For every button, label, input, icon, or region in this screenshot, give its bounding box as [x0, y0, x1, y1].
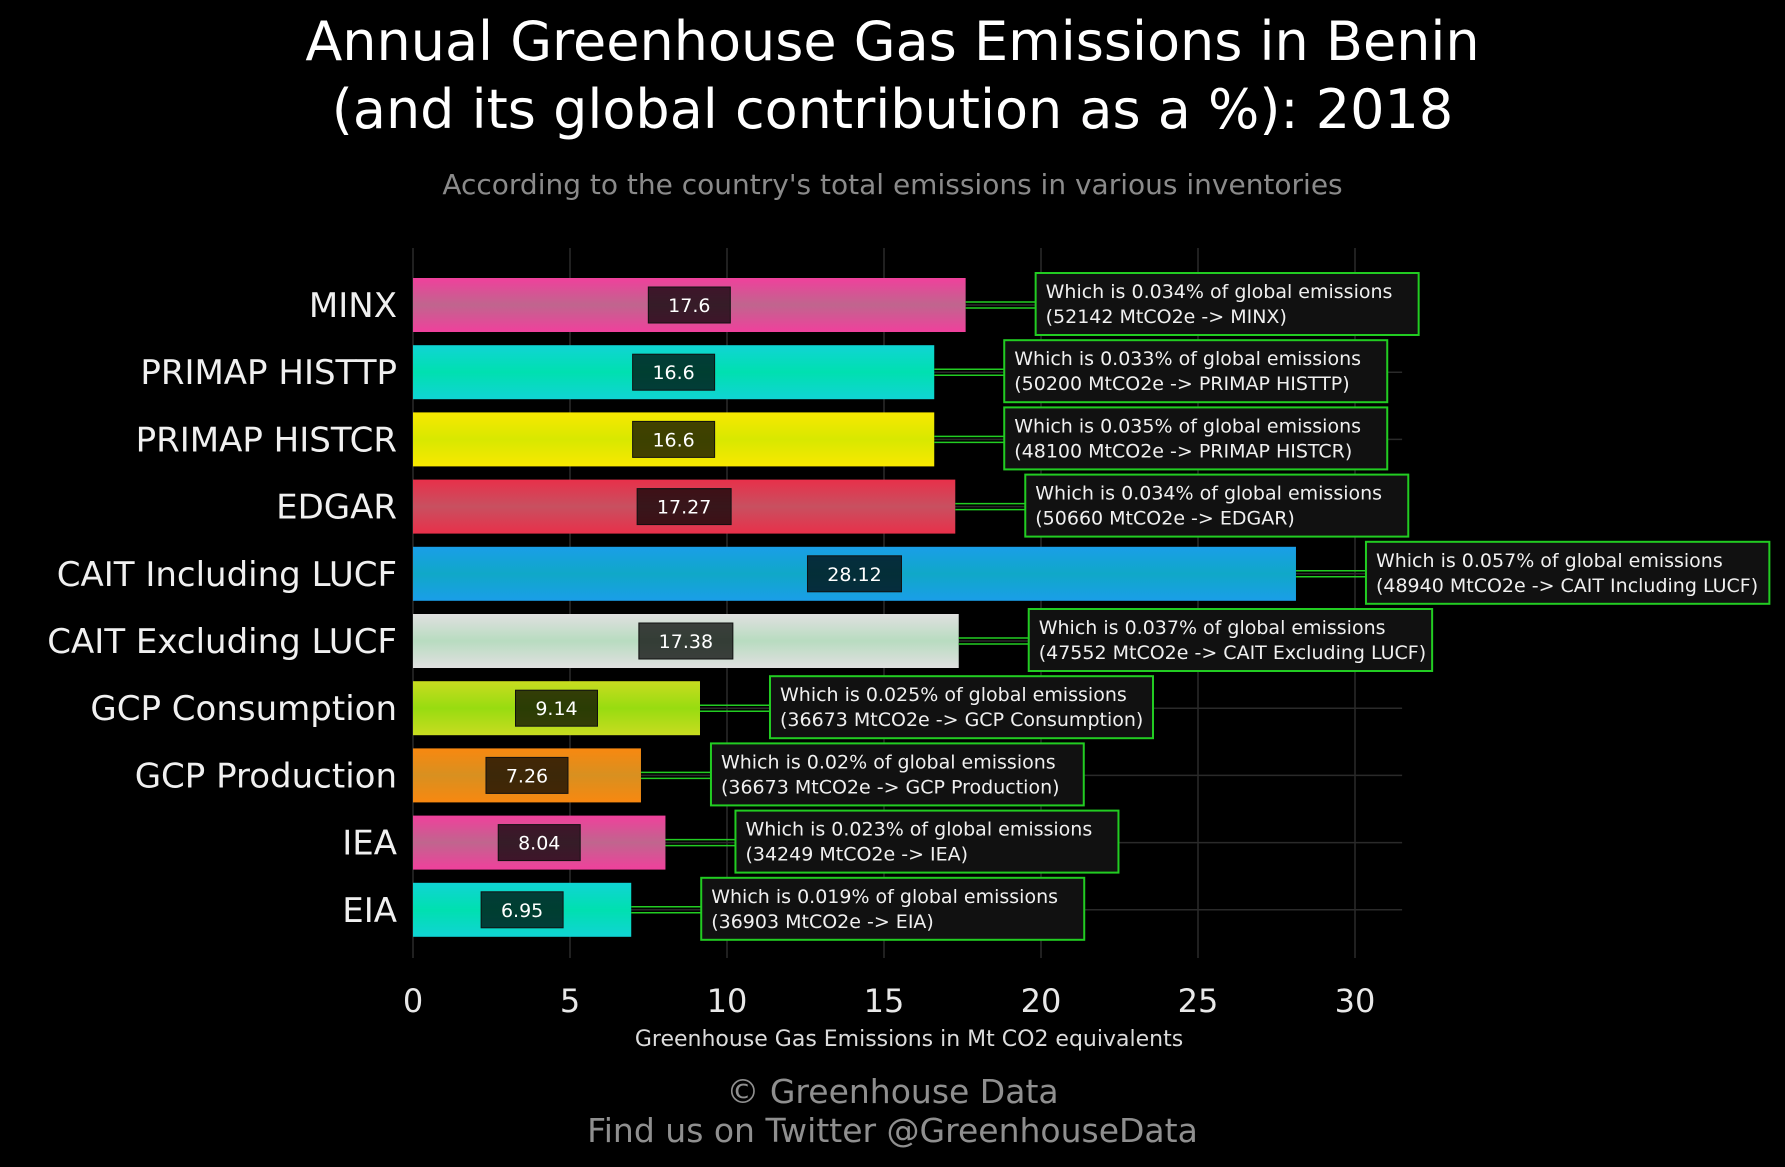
value-label: 7.26 [506, 765, 548, 787]
annotation-line2: (36903 MtCO2e -> EIA) [711, 911, 934, 933]
category-label: PRIMAP HISTTP [140, 353, 397, 393]
category-label: MINX [309, 286, 397, 326]
chart-title-line1: Annual Greenhouse Gas Emissions in Benin [305, 10, 1480, 73]
category-label: IEA [342, 824, 397, 864]
annotation-line1: Which is 0.034% of global emissions [1046, 281, 1393, 303]
x-tick-label: 0 [403, 982, 423, 1020]
annotation-box [1024, 473, 1410, 538]
chart-title-line2: (and its global contribution as a %): 20… [331, 78, 1454, 141]
footer-copyright: © Greenhouse Data [726, 1072, 1059, 1111]
value-label-box [632, 353, 716, 391]
value-label: 17.38 [659, 631, 713, 653]
annotation-line2: (52142 MtCO2e -> MINX) [1046, 306, 1287, 328]
value-label-box [480, 891, 564, 929]
annotation-box [709, 742, 1085, 807]
value-label: 17.27 [657, 497, 711, 519]
footer-twitter: Find us on Twitter @GreenhouseData [587, 1111, 1198, 1150]
annotation-box [768, 675, 1154, 740]
annotation-line1: Which is 0.033% of global emissions [1014, 348, 1361, 370]
annotation-line2: (48940 MtCO2e -> CAIT Including LUCF) [1376, 575, 1758, 597]
annotation-line2: (36673 MtCO2e -> GCP Production) [721, 776, 1060, 798]
annotation-line1: Which is 0.057% of global emissions [1376, 550, 1723, 572]
value-label: 16.6 [652, 429, 694, 451]
annotation-box [1003, 339, 1389, 404]
annotation-line1: Which is 0.025% of global emissions [780, 684, 1127, 706]
annotation-box [734, 809, 1120, 874]
x-tick-label: 10 [707, 982, 748, 1020]
annotation-line2: (48100 MtCO2e -> PRIMAP HISTCR) [1014, 440, 1352, 462]
x-tick-label: 30 [1335, 982, 1376, 1020]
value-label-box [514, 689, 598, 727]
annotation-box [1364, 540, 1771, 605]
value-label: 9.14 [535, 698, 577, 720]
value-label-box [497, 824, 581, 862]
category-label: EDGAR [276, 488, 397, 528]
annotation-line1: Which is 0.035% of global emissions [1014, 415, 1361, 437]
value-label-box [636, 488, 732, 526]
annotation-line1: Which is 0.037% of global emissions [1039, 617, 1386, 639]
annotation-line1: Which is 0.019% of global emissions [711, 886, 1058, 908]
category-label: GCP Production [135, 756, 397, 796]
value-label: 6.95 [501, 900, 543, 922]
annotation-line1: Which is 0.02% of global emissions [721, 751, 1056, 773]
x-tick-label: 25 [1178, 982, 1219, 1020]
annotation-box [1027, 608, 1434, 672]
value-label-box [632, 420, 716, 458]
value-label-box [485, 756, 569, 794]
category-label: EIA [342, 891, 397, 931]
annotation-line2: (50200 MtCO2e -> PRIMAP HISTTP) [1014, 373, 1349, 395]
x-tick-label: 5 [560, 982, 580, 1020]
value-label-box [647, 286, 731, 324]
category-label: CAIT Excluding LUCF [47, 622, 397, 662]
chart-title: Annual Greenhouse Gas Emissions in Benin… [0, 8, 1785, 144]
annotation-box [1034, 272, 1420, 336]
category-label: GCP Consumption [90, 689, 397, 729]
x-tick-label: 15 [864, 982, 905, 1020]
x-tick-label: 20 [1021, 982, 1062, 1020]
value-label: 16.6 [652, 362, 694, 384]
chart-subtitle: According to the country's total emissio… [442, 168, 1343, 201]
annotation-line2: (36673 MtCO2e -> GCP Consumption) [780, 709, 1143, 731]
x-axis-label: Greenhouse Gas Emissions in Mt CO2 equiv… [635, 1027, 1183, 1052]
annotation-line2: (47552 MtCO2e -> CAIT Excluding LUCF) [1039, 642, 1426, 664]
annotation-line1: Which is 0.034% of global emissions [1035, 483, 1382, 505]
category-label: CAIT Including LUCF [57, 555, 397, 595]
category-label: PRIMAP HISTCR [136, 420, 397, 460]
value-label: 17.6 [668, 295, 710, 317]
annotation-box [1003, 406, 1389, 471]
annotation-box [700, 876, 1086, 941]
value-label-box [638, 622, 734, 660]
annotation-line1: Which is 0.023% of global emissions [745, 819, 1092, 841]
value-label: 8.04 [518, 833, 560, 855]
value-label-box [806, 555, 902, 593]
value-label: 28.12 [827, 564, 881, 586]
annotation-line2: (50660 MtCO2e -> EDGAR) [1035, 508, 1295, 530]
annotation-line2: (34249 MtCO2e -> IEA) [745, 844, 968, 866]
